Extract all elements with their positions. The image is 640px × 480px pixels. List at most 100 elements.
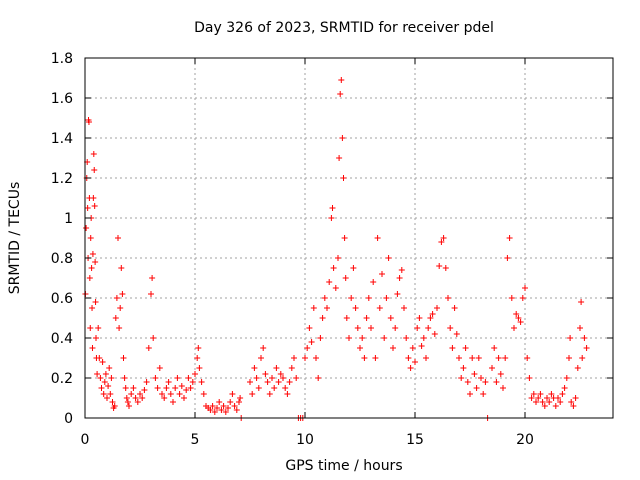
- data-point: [112, 315, 119, 321]
- data-point: [502, 355, 509, 361]
- data-point: [381, 335, 388, 341]
- data-point: [277, 371, 284, 377]
- data-point: [141, 387, 148, 393]
- data-point: [376, 305, 383, 311]
- data-point: [132, 395, 139, 401]
- data-point: [440, 235, 447, 241]
- data-point: [196, 365, 203, 371]
- data-point: [313, 355, 319, 361]
- data-point: [405, 355, 412, 361]
- data-point: [471, 371, 478, 377]
- data-point: [91, 203, 98, 209]
- data-point: [578, 299, 585, 305]
- data-point: [449, 345, 456, 351]
- data-point: [95, 325, 102, 331]
- data-point: [183, 387, 190, 393]
- data-point: [329, 205, 336, 211]
- data-point: [172, 385, 179, 391]
- data-point: [354, 325, 361, 331]
- data-point: [372, 355, 379, 361]
- data-point: [284, 391, 291, 397]
- data-point: [346, 335, 352, 341]
- data-point: [159, 391, 165, 397]
- data-point: [409, 345, 416, 351]
- data-point: [92, 259, 99, 265]
- data-point: [370, 279, 377, 285]
- data-point: [493, 379, 500, 385]
- data-point: [220, 403, 227, 409]
- data-point: [341, 235, 348, 241]
- data-point: [563, 375, 570, 381]
- data-point: [335, 255, 341, 261]
- data-point: [90, 151, 97, 157]
- data-point: [392, 325, 399, 331]
- data-point: [109, 399, 116, 405]
- data-point: [315, 375, 322, 381]
- data-point: [480, 391, 487, 397]
- data-point: [150, 335, 157, 341]
- data-point: [99, 359, 106, 365]
- data-point: [581, 335, 588, 341]
- data-point: [258, 355, 264, 361]
- data-point: [145, 345, 152, 351]
- data-point: [557, 399, 564, 405]
- data-point: [87, 235, 94, 241]
- data-point: [86, 275, 93, 281]
- data-point: [156, 365, 163, 371]
- data-point: [116, 325, 123, 331]
- data-point: [394, 291, 401, 297]
- data-point: [106, 365, 113, 371]
- data-point: [275, 379, 282, 385]
- data-point: [321, 295, 328, 301]
- data-point: [342, 275, 349, 281]
- data-point: [123, 395, 130, 401]
- data-point: [458, 375, 465, 381]
- data-point: [453, 331, 460, 337]
- data-point: [508, 295, 515, 301]
- data-point: [374, 235, 381, 241]
- data-point: [425, 325, 432, 331]
- data-point: [447, 325, 454, 331]
- data-point: [249, 391, 256, 397]
- data-point: [478, 375, 484, 381]
- data-point: [143, 379, 150, 385]
- data-point: [574, 365, 581, 371]
- data-point: [104, 395, 110, 401]
- data-point: [338, 77, 345, 83]
- data-point: [387, 315, 394, 321]
- data-point: [398, 267, 405, 273]
- data-point: [513, 311, 520, 317]
- data-point: [264, 379, 271, 385]
- data-point: [555, 395, 561, 401]
- data-point: [273, 365, 280, 371]
- data-point: [363, 315, 370, 321]
- data-point: [423, 355, 429, 361]
- data-point: [306, 325, 313, 331]
- data-point: [251, 365, 258, 371]
- data-point: [559, 391, 566, 397]
- data-point: [451, 305, 458, 311]
- data-point: [577, 325, 583, 331]
- data-point: [368, 325, 374, 331]
- data-point: [361, 355, 368, 361]
- data-point: [161, 395, 168, 401]
- data-point: [237, 395, 244, 401]
- data-point: [535, 395, 542, 401]
- data-point: [214, 405, 220, 411]
- data-point: [544, 395, 550, 401]
- data-point: [269, 375, 275, 381]
- data-point: [403, 335, 410, 341]
- y-tick-label: 0.8: [51, 251, 73, 267]
- data-point: [343, 315, 350, 321]
- data-point: [475, 355, 482, 361]
- x-tick-label: 20: [516, 432, 534, 448]
- axis-ticks: 0 0.2 0.4 0.6 0.8 1 1.2 1.4 1.6 1.8 0 5 10 15 20: [51, 51, 613, 448]
- plot-frame: [84, 57, 614, 419]
- data-point: [310, 305, 317, 311]
- data-point: [236, 399, 242, 405]
- data-point: [163, 385, 170, 391]
- data-point: [165, 379, 172, 385]
- data-point: [548, 391, 555, 397]
- data-point: [97, 375, 104, 381]
- data-point: [336, 155, 343, 161]
